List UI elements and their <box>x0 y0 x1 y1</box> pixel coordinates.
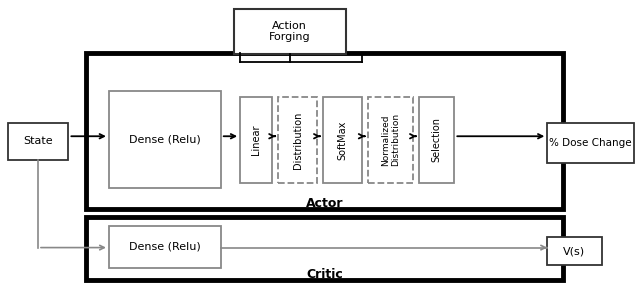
Text: Critic: Critic <box>307 268 343 281</box>
Bar <box>234 9 346 54</box>
Text: Linear: Linear <box>251 125 261 155</box>
Bar <box>547 123 634 163</box>
Text: V(s): V(s) <box>563 246 586 256</box>
Bar <box>547 237 602 265</box>
Bar <box>86 53 563 209</box>
Bar <box>368 97 413 183</box>
Bar <box>278 97 317 183</box>
Bar <box>109 226 221 268</box>
Bar <box>323 97 362 183</box>
Text: Actor: Actor <box>306 197 344 210</box>
Text: Action
Forging: Action Forging <box>269 21 310 42</box>
Text: Normalized
Distribution: Normalized Distribution <box>381 113 400 166</box>
Bar <box>8 123 68 160</box>
Bar <box>109 91 221 188</box>
Text: SoftMax: SoftMax <box>337 120 348 160</box>
Text: Selection: Selection <box>432 117 442 162</box>
Bar <box>86 217 563 280</box>
Text: Dense (Relu): Dense (Relu) <box>129 134 201 144</box>
Bar <box>419 97 454 183</box>
Text: % Dose Change: % Dose Change <box>549 138 632 148</box>
Text: State: State <box>23 136 53 146</box>
Text: Dense (Relu): Dense (Relu) <box>129 242 201 252</box>
Bar <box>240 97 272 183</box>
Text: Distribution: Distribution <box>292 111 303 168</box>
